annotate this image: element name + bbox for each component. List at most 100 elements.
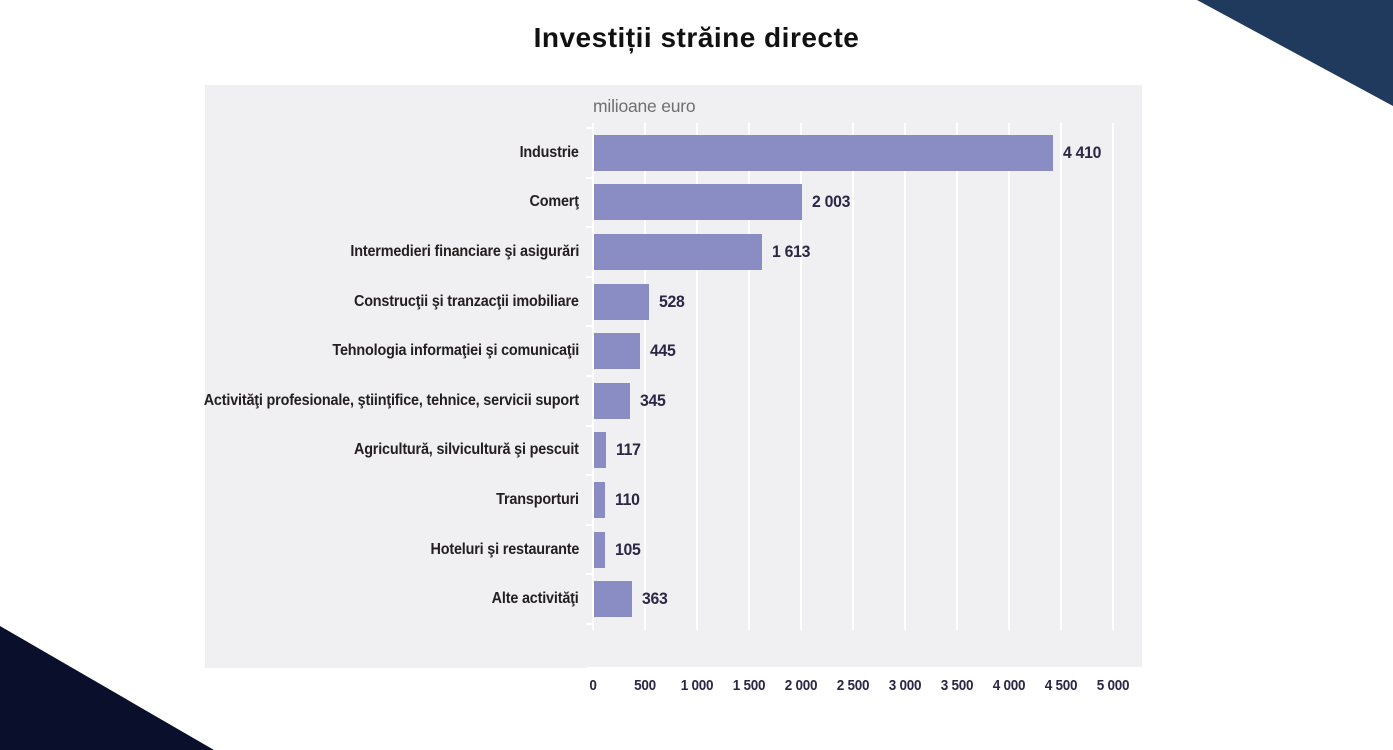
x-tick-label-5000: 5 000	[1096, 677, 1130, 694]
x-axis-top-tick	[1060, 123, 1062, 128]
bar-10	[594, 581, 632, 618]
y-axis-tick	[586, 275, 593, 278]
chart-panel: milioane euro 4 410 Industrie 2 003 Comerţ 1…	[204, 85, 1142, 694]
gridline-3500	[956, 128, 958, 624]
category-label-text: Comerţ	[529, 193, 580, 211]
bar-8	[594, 481, 606, 518]
bar-value-label: 105	[614, 539, 641, 559]
category-label: Intermedieri financiare şi asigurări	[209, 227, 579, 277]
y-axis-tick	[586, 226, 593, 229]
bar-value-label: 528	[658, 291, 685, 311]
x-axis-top-tick	[592, 123, 594, 128]
x-axis-top-tick	[800, 123, 802, 128]
category-label-text: Activităţi profesionale, ştiinţifice, te…	[203, 391, 580, 409]
category-label: Alte activităţi	[209, 574, 579, 624]
category-label: Construcţii şi tranzacţii imobiliare	[209, 277, 579, 327]
bar-6	[594, 382, 630, 419]
chart-row: 110	[593, 475, 1142, 525]
plot-area	[592, 128, 1142, 624]
gridline-1500	[748, 128, 750, 624]
bar-value-label: 345	[639, 390, 666, 410]
x-axis-line	[587, 667, 1142, 669]
chart-row: 528	[593, 277, 1142, 327]
y-axis-tick	[586, 375, 593, 377]
x-tick-label-2500: 2 500	[836, 677, 870, 694]
x-axis-tick	[1060, 624, 1062, 630]
gridline-4500	[1060, 128, 1062, 624]
x-axis-tick	[592, 624, 594, 630]
x-axis-tick	[696, 624, 698, 630]
bar-9	[594, 531, 605, 568]
gridline-2500	[852, 128, 854, 624]
bar-value-label: 445	[650, 341, 676, 361]
category-label-text: Construcţii şi tranzacţii imobiliare	[354, 292, 579, 310]
bar-5	[594, 333, 641, 370]
x-tick-label-1500: 1 500	[732, 677, 766, 694]
chart-row: 363	[593, 574, 1142, 624]
y-axis-tick	[586, 573, 593, 576]
x-axis-tick	[800, 624, 802, 630]
x-axis-top-tick	[748, 123, 750, 128]
category-label: Hoteluri şi restaurante	[209, 525, 579, 575]
bar-3	[594, 233, 762, 270]
x-axis-tick	[956, 624, 958, 630]
category-label: Activităţi profesionale, ştiinţifice, te…	[204, 376, 580, 426]
bar-7	[594, 432, 607, 469]
x-tick-label-2000: 2 000	[784, 677, 818, 694]
x-tick-label-4500: 4 500	[1044, 677, 1078, 694]
x-tick-label-3500: 3 500	[940, 677, 974, 694]
x-axis-tick	[644, 624, 646, 630]
x-axis-tick	[852, 624, 854, 630]
category-label: Agricultură, silvicultură şi pescuit	[209, 426, 579, 476]
y-axis-tick	[586, 523, 593, 526]
category-label-text: Agricultură, silvicultură şi pescuit	[354, 441, 579, 459]
bar-value-label: 117	[616, 440, 641, 460]
x-tick-label-4000: 4 000	[992, 677, 1026, 694]
chart-row: 4 410	[593, 128, 1142, 178]
bar-value-label: 1 613	[771, 241, 810, 261]
bar-1	[594, 134, 1053, 171]
y-axis-tick	[586, 325, 593, 328]
gridline-1000	[696, 128, 698, 624]
bar-2	[594, 184, 803, 221]
chart-row: 1 613	[593, 227, 1142, 277]
category-label-text: Transporturi	[496, 490, 579, 508]
x-tick-label-3000: 3 000	[888, 677, 922, 694]
bar-value-label: 110	[615, 489, 641, 509]
gridline-3000	[904, 128, 906, 624]
bar-4	[594, 283, 649, 320]
x-axis-top-tick	[696, 123, 698, 128]
y-axis-tick	[586, 424, 593, 427]
x-tick-label-0: 0	[589, 677, 597, 694]
chart-row: 445	[593, 326, 1142, 376]
category-label: Tehnologia informaţiei şi comunicaţii	[209, 326, 579, 376]
category-label-text: Alte activităţi	[492, 590, 579, 608]
chart-row: 2 003	[593, 178, 1142, 228]
chart-row: 117	[593, 426, 1142, 476]
bar-value-label: 4 410	[1062, 142, 1101, 162]
x-axis-tick	[748, 624, 750, 630]
category-label-text: Intermedieri financiare şi asigurări	[350, 242, 579, 260]
bar-value-label: 2 003	[812, 192, 851, 212]
y-axis-tick	[586, 127, 593, 129]
chart-row: 345	[593, 376, 1142, 426]
x-axis-top-tick	[1008, 123, 1010, 128]
chart-row: 105	[593, 525, 1142, 575]
y-axis-tick	[586, 474, 593, 477]
x-tick-label-500: 500	[634, 677, 656, 694]
x-axis-top-tick	[956, 123, 958, 128]
gridline-4000	[1008, 128, 1010, 624]
axis-unit-label: milioane euro	[593, 96, 696, 116]
bar-value-label: 363	[641, 589, 668, 609]
category-label-text: Hoteluri şi restaurante	[430, 540, 579, 558]
gridline-5000	[1112, 128, 1114, 624]
x-axis-tick	[1008, 624, 1010, 630]
x-tick-label-1000: 1 000	[680, 677, 714, 694]
x-axis-top-tick	[852, 123, 854, 128]
gridline-0	[592, 128, 594, 624]
page-title: Investiții străine directe	[533, 22, 860, 53]
category-label: Transporturi	[209, 475, 579, 525]
x-axis-top-tick	[1112, 123, 1114, 128]
category-label-text: Industrie	[519, 143, 579, 161]
